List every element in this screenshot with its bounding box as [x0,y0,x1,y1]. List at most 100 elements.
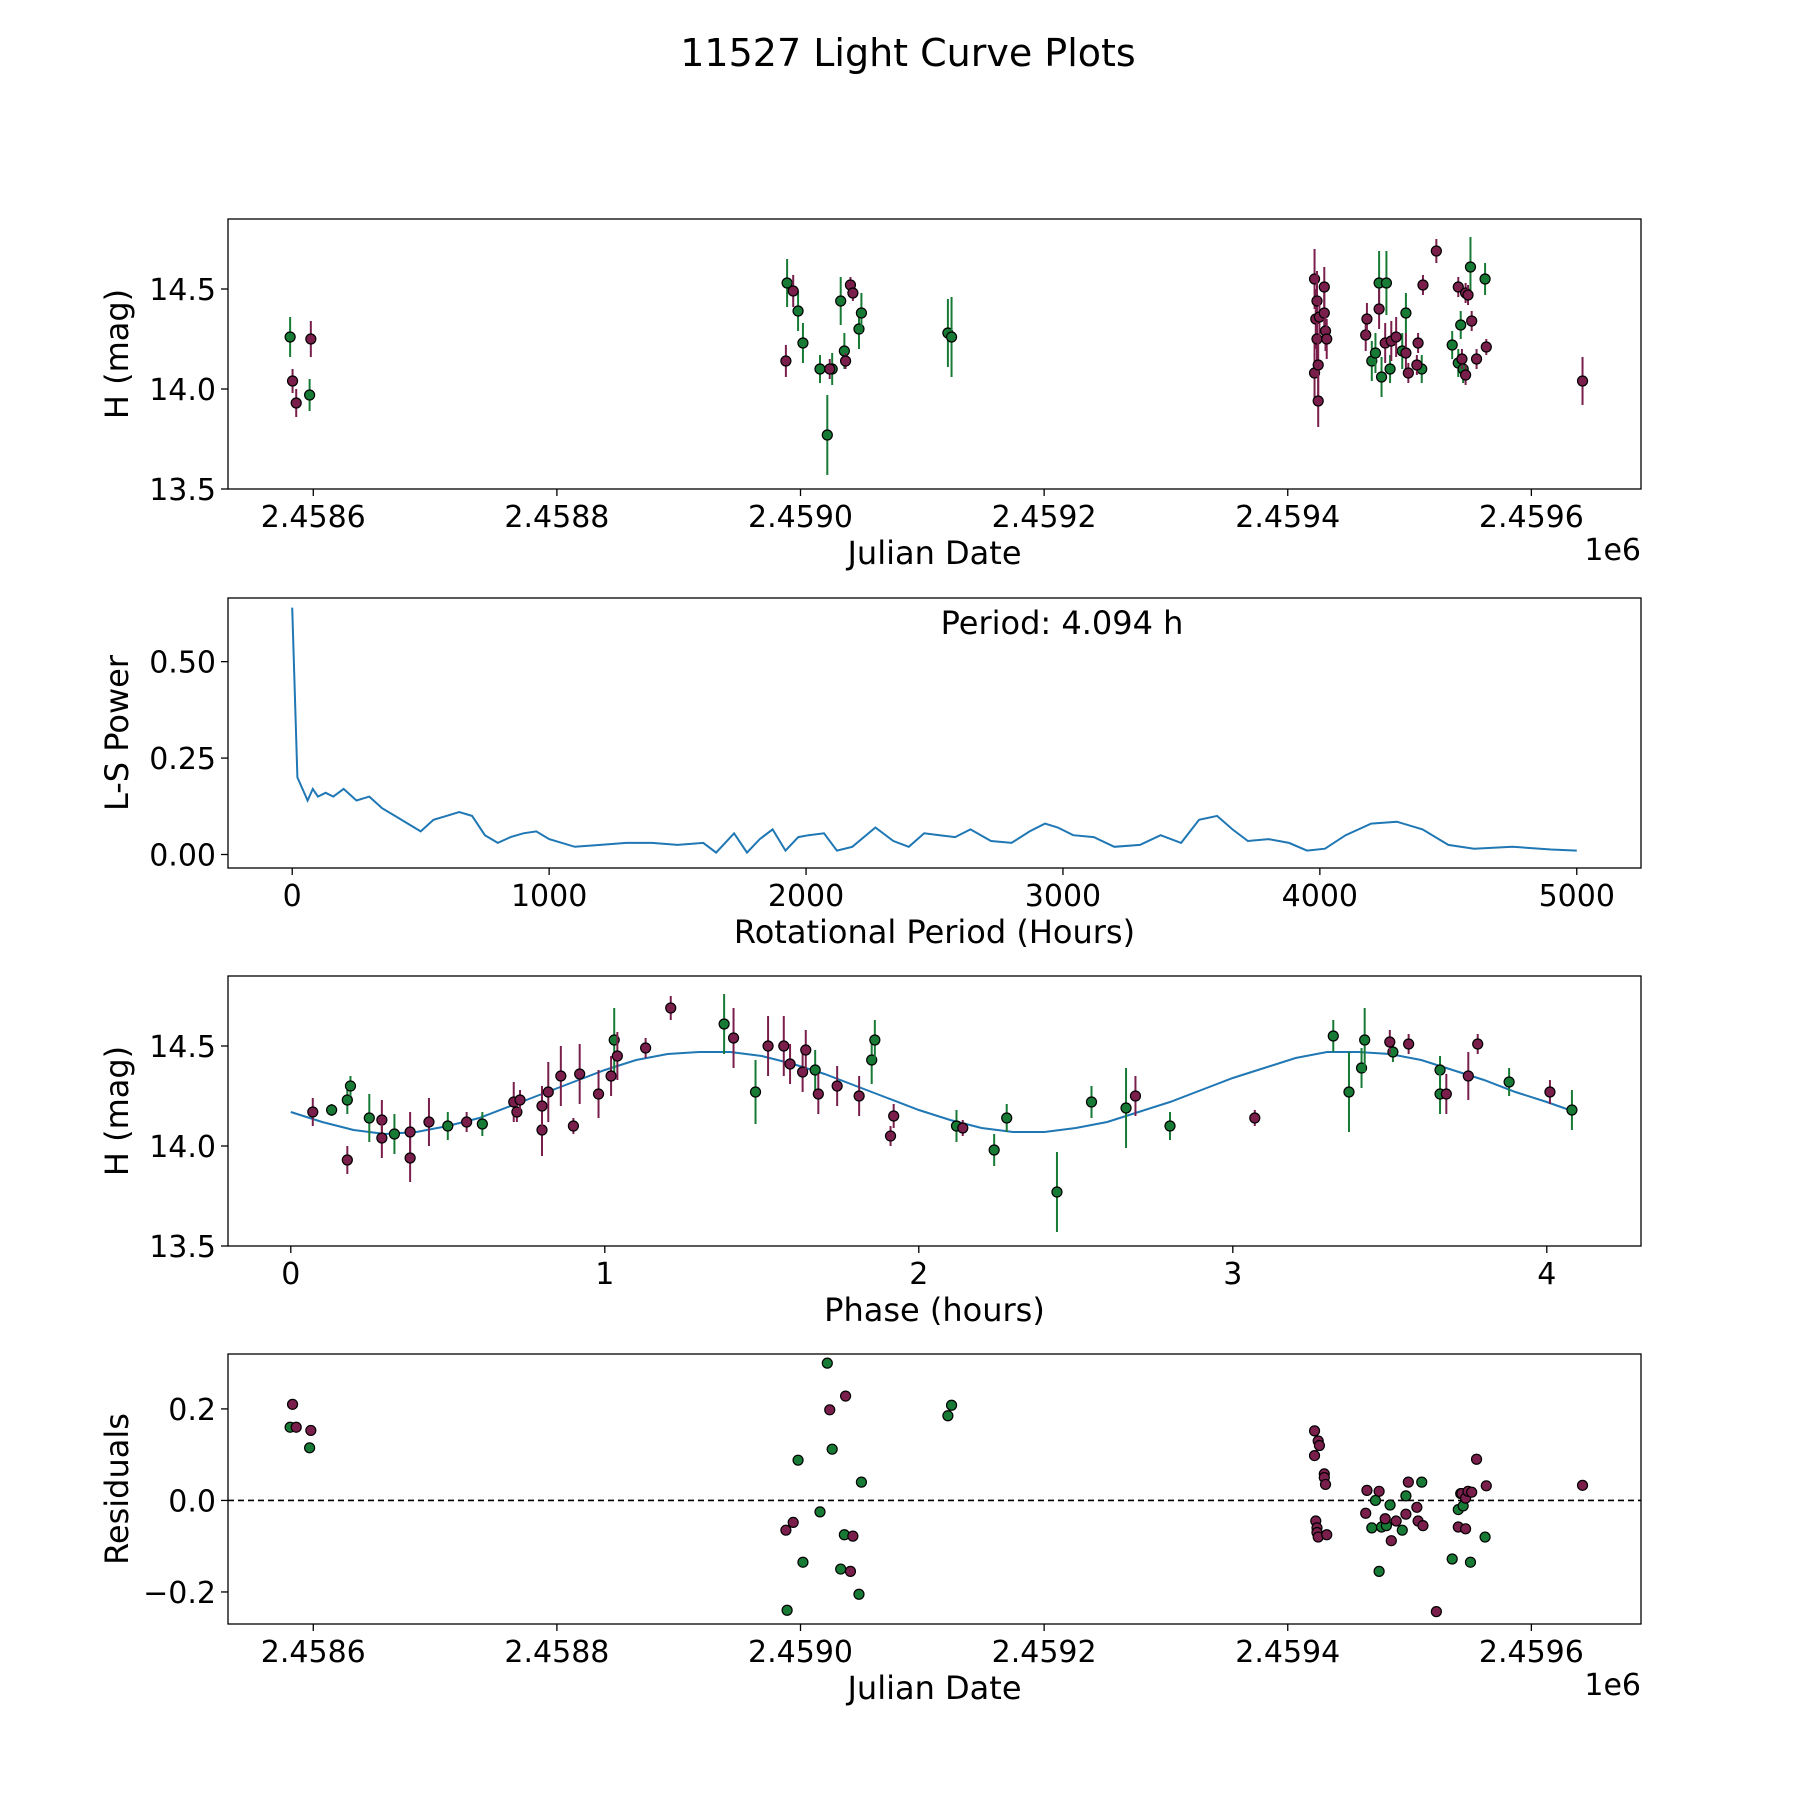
data-point [1434,1064,1446,1076]
data-point [855,1476,868,1488]
raw-light-curve-panel: 2.4586 2.4588 2.4590 2.4592 2.4594 2.4596 13.5… [98,218,1642,572]
data-point [853,1090,865,1102]
data-point [611,1050,623,1062]
data-point [341,1094,353,1106]
data-point [1361,313,1373,325]
subplot-panels: 2.4586 2.4588 2.4590 2.4592 2.4594 2.4596 13.5… [98,218,1642,1707]
data-point [821,429,833,441]
data-point [1412,337,1424,349]
data-point [797,1556,809,1568]
x-tick-label: 2.4590 [748,1635,853,1670]
data-point [376,1132,388,1144]
axes-frame [227,1353,1642,1625]
data-point [461,1116,473,1128]
data-point [888,1110,900,1122]
x-tick-label: 5000 [1539,879,1615,914]
fit-curve [290,1051,1576,1136]
data-point [326,1104,338,1116]
data-point [1249,1112,1261,1124]
data-point [1129,1090,1142,1102]
data-point [304,389,316,401]
data-point [1321,333,1333,345]
data-point [844,1565,857,1577]
data-point [812,1088,824,1100]
data-point [838,345,850,357]
data-point [821,1357,833,1369]
x-tick-label: 2.4596 [1479,1635,1584,1670]
data-point [1379,1513,1391,1525]
data-point [404,1126,416,1138]
x-tick-label: 2.4586 [261,1635,366,1670]
data-point [665,1002,677,1014]
data-point [1430,1606,1442,1618]
data-point [814,363,826,375]
data-point [1400,307,1412,319]
residuals-panel: 2.4586 2.4588 2.4590 2.4592 2.4594 2.4596 −0.2… [98,1353,1642,1707]
y-tick-label: 0.25 [149,742,216,777]
data-point [592,1088,605,1100]
x-tick-label: 1000 [511,879,587,914]
data-point [784,1058,796,1070]
data-point [835,1563,847,1575]
data-point [1373,1565,1385,1577]
data-point [476,1118,488,1130]
x-axis-label: Rotational Period (Hours) [734,913,1135,951]
data-point [1359,1034,1371,1046]
data-point [536,1100,548,1112]
y-tick-label: 14.0 [149,1130,216,1165]
data-point [1417,279,1429,291]
data-point [290,1421,302,1433]
x-tick-label: 2.4594 [1235,1635,1340,1670]
data-point [1396,1524,1408,1536]
data-point [1369,347,1382,359]
data-point [1462,1070,1474,1082]
data-point [305,1424,317,1437]
data-point [1479,273,1491,285]
data-point [1544,1086,1556,1098]
data-point [781,277,793,289]
data-point [1390,1515,1402,1527]
x-tick-label: 2.4596 [1479,500,1584,535]
data-point [1312,359,1324,371]
data-point [1308,273,1321,285]
x-tick-label: 2.4588 [504,1635,609,1670]
data-point [1120,1102,1132,1114]
data-point [1400,1508,1412,1520]
x-tick-label: 2.4592 [992,500,1097,535]
data-point [284,331,296,343]
data-point [1480,1480,1492,1492]
periodogram-panel: 0 1000 2000 3000 4000 5000 0.00 0.25 0.50 Rotatio… [98,597,1642,951]
x-axis-label: Julian Date [845,534,1021,572]
raw-light-curve-data [284,237,1589,475]
data-point [1416,1476,1428,1488]
data-point [1400,1490,1412,1502]
x-tick-label: 3000 [1025,879,1101,914]
data-point [1402,1476,1414,1488]
axes-frame [227,597,1642,869]
x-tick-label: 2.4586 [261,500,366,535]
y-tick-label: 14.5 [149,273,216,308]
data-point [1384,1036,1396,1048]
data-point [1384,1499,1396,1511]
data-point [514,1094,526,1106]
data-point [1417,1520,1429,1532]
data-point [1440,1088,1452,1100]
x-axis-label: Phase (hours) [824,1291,1045,1329]
data-point [1343,1086,1355,1098]
data-point [847,1530,859,1542]
x-tick-label: 2000 [768,879,844,914]
y-tick-label: −0.2 [143,1576,216,1611]
data-point [1480,341,1492,353]
data-point [1576,375,1589,387]
x-tick-label: 2.4592 [992,1635,1097,1670]
data-point [1308,1449,1321,1462]
data-point [1462,289,1474,301]
data-point [1456,353,1468,365]
data-point [1373,1485,1385,1497]
y-axis-label: H (mag) [98,289,136,419]
y-tick-label: 0.0 [168,1484,216,1519]
data-point [787,1516,799,1529]
data-point [1318,281,1330,293]
data-point [1403,1038,1415,1050]
data-point [363,1112,375,1124]
